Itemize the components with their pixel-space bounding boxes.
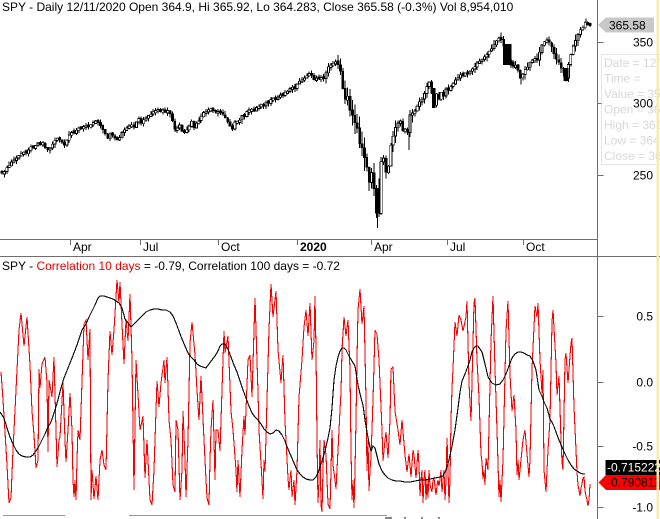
svg-text:Low = 364.2: Low = 364.2 — [604, 134, 660, 148]
svg-text:0.0: 0.0 — [636, 376, 653, 390]
svg-text:2020: 2020 — [300, 240, 327, 254]
svg-text:365.58: 365.58 — [609, 19, 646, 33]
svg-text:Close = 365.: Close = 365. — [604, 149, 660, 163]
svg-text:350: 350 — [633, 36, 653, 50]
svg-text:Time =: Time = — [604, 72, 641, 86]
svg-text:SPY - Correlation 10 days = -0: SPY - Correlation 10 days = -0.79, Corre… — [2, 259, 340, 273]
svg-text:Apr: Apr — [374, 240, 393, 254]
svg-text:-1.0: -1.0 — [632, 501, 653, 515]
svg-text:Jul: Jul — [143, 240, 158, 254]
svg-text:-0.715222: -0.715222 — [607, 461, 660, 475]
svg-text:Oct: Oct — [221, 240, 240, 254]
svg-text:SPY - Daily 12/11/2020 Open 36: SPY - Daily 12/11/2020 Open 364.9, Hi 36… — [2, 0, 514, 14]
svg-text:Jul: Jul — [450, 240, 465, 254]
svg-text:High = 365.: High = 365. — [604, 118, 660, 132]
svg-text:250: 250 — [633, 169, 653, 183]
svg-text:300: 300 — [633, 97, 653, 111]
svg-text:Apr: Apr — [73, 240, 92, 254]
svg-text:-0.5: -0.5 — [632, 440, 653, 454]
svg-text:Open = 364.: Open = 364. — [604, 103, 660, 117]
svg-text:Value = 355.: Value = 355. — [604, 87, 660, 101]
svg-text:0.5: 0.5 — [636, 310, 653, 324]
svg-text:-0.790811: -0.790811 — [607, 476, 660, 490]
svg-text:Date = 12/18: Date = 12/18 — [604, 56, 660, 70]
svg-text:Oct: Oct — [526, 240, 545, 254]
